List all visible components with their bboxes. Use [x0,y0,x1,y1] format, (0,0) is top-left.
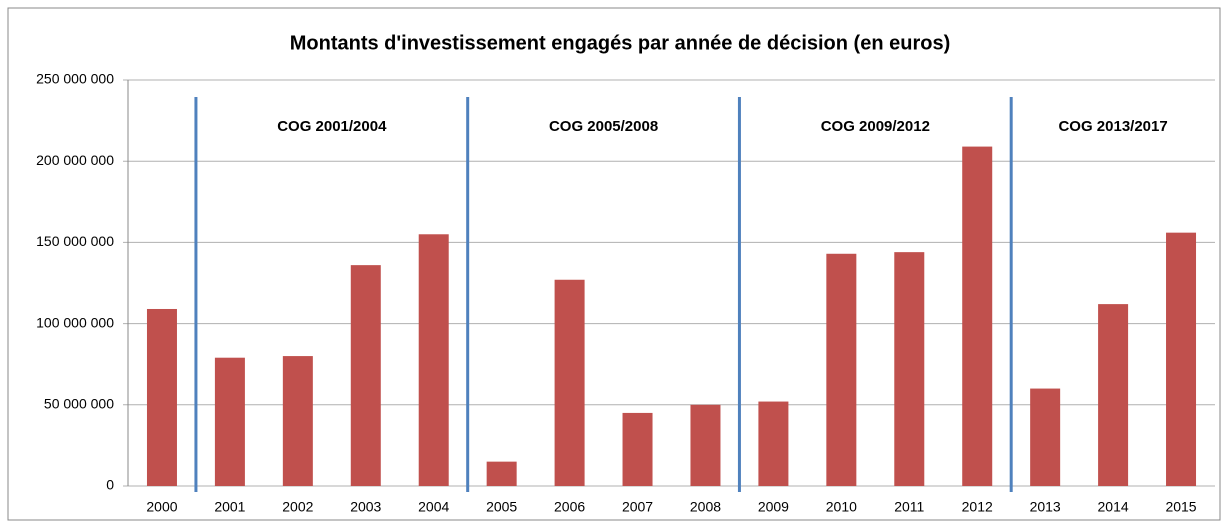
bar [1098,304,1129,486]
x-tick-label: 2002 [282,499,313,515]
y-tick-label: 250 000 000 [36,71,114,87]
bar [214,357,245,486]
bar [622,412,653,486]
bar [894,252,925,486]
x-tick-label: 2000 [146,499,177,515]
bar [146,308,177,486]
bar [418,234,449,486]
bar [486,461,517,486]
bar [350,265,381,486]
x-tick-label: 2010 [826,499,857,515]
chart-title: Montants d'investissement engagés par an… [290,32,950,54]
x-tick-label: 2001 [214,499,245,515]
bar [690,404,721,486]
x-tick-label: 2011 [894,499,924,515]
x-tick-label: 2007 [622,499,653,515]
bar [1166,232,1197,486]
y-tick-label: 200 000 000 [36,152,114,168]
y-tick-label: 50 000 000 [44,396,114,412]
bar [962,146,993,487]
x-tick-label: 2006 [554,499,585,515]
y-tick-label: 100 000 000 [36,314,114,330]
x-tick-label: 2015 [1165,499,1196,515]
y-tick-label: 0 [106,477,114,493]
bar [758,401,789,486]
period-label: COG 2009/2012 [821,118,930,135]
chart-border [7,7,1221,521]
bar [554,279,585,486]
y-tick-label: 150 000 000 [36,233,114,249]
x-tick-label: 2012 [962,499,993,515]
x-tick-label: 2004 [418,499,449,515]
x-tick-label: 2003 [350,499,381,515]
x-tick-label: 2008 [690,499,721,515]
period-label: COG 2013/2017 [1058,118,1167,135]
period-label: COG 2005/2008 [549,118,658,135]
bar [826,253,857,486]
bar [282,356,313,486]
x-tick-label: 2009 [758,499,789,515]
x-tick-label: 2005 [486,499,517,515]
x-tick-label: 2014 [1098,499,1129,515]
period-label: COG 2001/2004 [277,118,387,135]
x-tick-label: 2013 [1030,499,1061,515]
bar [1030,388,1061,486]
